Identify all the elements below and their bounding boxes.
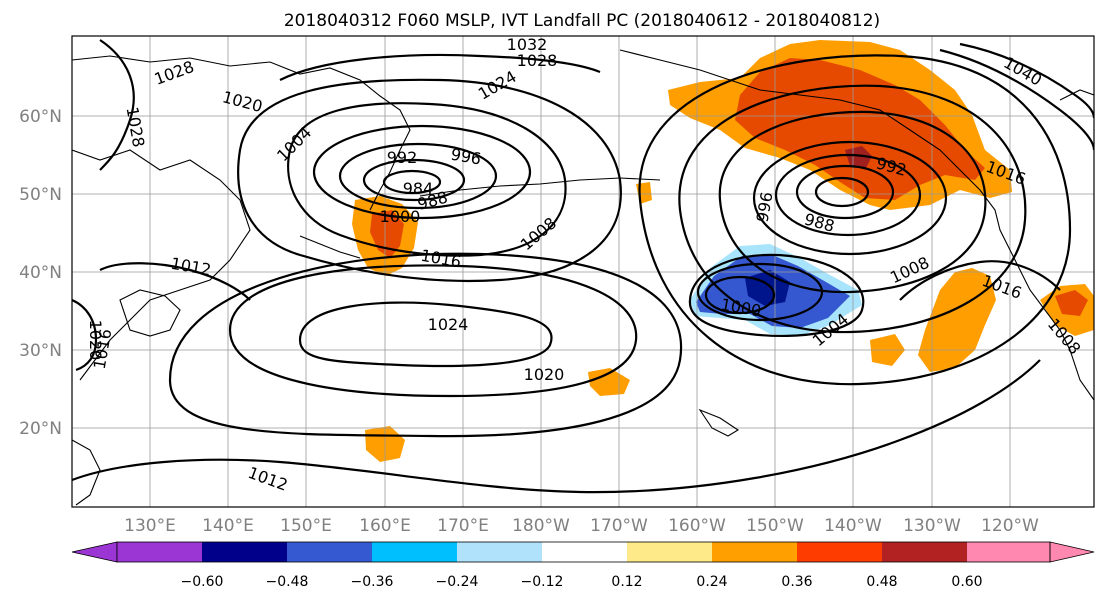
- colorbar-swatch: [372, 542, 457, 562]
- lon-label: 120°W: [981, 516, 1039, 536]
- colorbar-swatch: [882, 542, 967, 562]
- colorbar-swatch: [287, 542, 372, 562]
- colorbar-tick-label: 0.36: [781, 574, 812, 590]
- lon-label: 140°W: [824, 516, 882, 536]
- lat-label-20n: 20°N: [19, 419, 62, 439]
- lat-label-40n: 40°N: [19, 263, 62, 283]
- colorbar-tick-label: −0.36: [351, 574, 394, 590]
- lon-label: 180°W: [512, 516, 570, 536]
- lon-label: 150°E: [280, 516, 332, 536]
- isobar-label: 1032: [507, 35, 548, 54]
- isobars: [72, 39, 1094, 494]
- colorbar-swatch: [627, 542, 712, 562]
- isobar-label: 1028: [517, 51, 558, 70]
- isobar-label: 1000: [380, 207, 421, 226]
- colorbar-swatch: [712, 542, 797, 562]
- colorbar-frame: [116, 541, 1051, 563]
- colorbar-tick-label: 0.24: [696, 574, 727, 590]
- lat-label-50n: 50°N: [19, 185, 62, 205]
- isobar-label: 992: [387, 148, 418, 167]
- colorbar-swatch: [542, 542, 627, 562]
- colorbar-swatch: [967, 542, 1050, 562]
- colorbar-tick-label: 0.60: [951, 574, 982, 590]
- graticule: [72, 36, 1094, 507]
- isobar-label: 1024: [428, 315, 469, 334]
- lon-label: 130°W: [903, 516, 961, 536]
- map-frame: [71, 35, 1095, 508]
- lon-label: 150°W: [746, 516, 804, 536]
- colorbar-tick-label: 0.48: [866, 574, 897, 590]
- latitude-labels: 60°N 50°N 40°N 30°N 20°N: [19, 107, 62, 439]
- shade-socal-red: [1055, 290, 1088, 316]
- colorbar-swatch: [457, 542, 542, 562]
- colorbar-tick-label: −0.12: [521, 574, 564, 590]
- colorbar-swatch: [797, 542, 882, 562]
- isobar-label: 1020: [86, 320, 105, 361]
- colorbar-tick-label: −0.24: [436, 574, 479, 590]
- colorbar-swatch: [1049, 541, 1095, 563]
- figure-title: 2018040312 F060 MSLP, IVT Landfall PC (2…: [284, 11, 880, 31]
- isobar-label: 984: [403, 179, 434, 198]
- colorbar-tick-label: 0.12: [611, 574, 642, 590]
- lon-label: 160°E: [359, 516, 411, 536]
- colorbar-swatch: [71, 541, 118, 563]
- lat-label-30n: 30°N: [19, 341, 62, 361]
- map-panel: 1032 1028 1028 1020 1028 1024 1040 1004 …: [19, 35, 1095, 536]
- colorbar-tick-label: −0.60: [181, 574, 224, 590]
- lon-label: 130°E: [124, 516, 176, 536]
- shade-alaska-dark: [845, 146, 872, 168]
- lat-label-60n: 60°N: [19, 107, 62, 127]
- colorbar-swatch: [117, 542, 202, 562]
- longitude-labels: 130°E 140°E 150°E 160°E 170°E 180°W 170°…: [124, 516, 1039, 536]
- lon-label: 140°E: [202, 516, 254, 536]
- shade-westcoast-orange: [918, 268, 996, 372]
- colorbar-swatch: [202, 542, 287, 562]
- colorbar-tick-label: −0.48: [266, 574, 309, 590]
- lon-label: 160°W: [668, 516, 726, 536]
- shade-patch-2: [588, 368, 630, 396]
- lon-label: 170°W: [590, 516, 648, 536]
- colorbar: −0.60 −0.48 −0.36 −0.24 −0.12 0.12 0.24 …: [71, 541, 1095, 590]
- isobar-label: 1020: [524, 365, 565, 384]
- lon-label: 170°E: [437, 516, 489, 536]
